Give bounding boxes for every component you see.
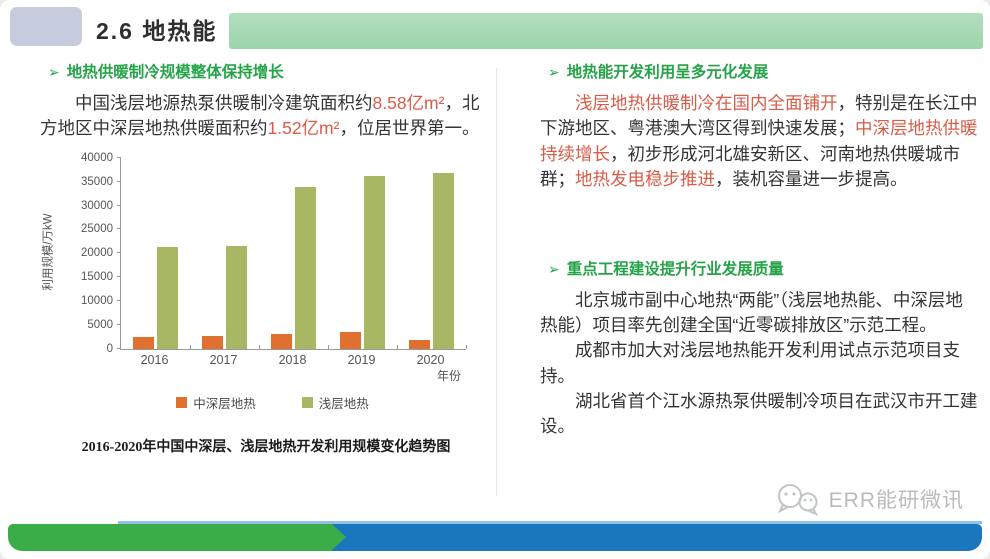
y-tick-label: 40000 (81, 151, 113, 164)
right-heading-1-text: 地热能开发利用呈多元化发展 (566, 64, 769, 81)
legend-item-中深层地热: 中深层地热 (176, 393, 256, 412)
left-section-heading: ➢ 地热供暖制冷规模整体保持增长 (40, 60, 492, 82)
y-tick-label: 25000 (81, 223, 113, 236)
plain-text: ，位居世界第一。 (339, 118, 480, 139)
right-paragraph-4: 湖北省首个江水源热泵供暖制冷项目在武汉市开工建设。 (540, 391, 978, 437)
chart-plot: 利用规模/万kW 0 5000 10000 15000 20000 25000 30000 3… (43, 152, 467, 355)
footer-green-bar (8, 524, 332, 551)
arrow-bullet-icon: ➢ (48, 64, 60, 80)
bar-浅层地热-2016 (157, 246, 178, 349)
right-section-heading-2: ➢ 重点工程建设提升行业发展质量 (540, 257, 978, 279)
emphasized-text: 1.52亿m² (267, 118, 340, 139)
legend-item-浅层地热: 浅层地热 (301, 393, 369, 412)
bar-中深层地热-2019 (340, 331, 361, 349)
bar-浅层地热-2020 (433, 173, 454, 349)
plain-text: 中国浅层地源热泵供暖制冷建筑面积约 (75, 93, 373, 113)
brand-logo: ERR能研微讯 (775, 482, 964, 516)
y-tick-mark (117, 228, 121, 230)
legend-swatch (176, 396, 188, 408)
bar-浅层地热-2018 (295, 187, 316, 349)
bar-中深层地热-2017 (202, 335, 223, 349)
y-tick-mark (117, 156, 121, 158)
plain-text: ，北方地区中深层地热供暖面积约 (40, 93, 480, 139)
chart-legend: 中深层地热 浅层地热 (100, 393, 445, 412)
chart-x-labels: 2016 2017 2018 2019 2020 (120, 353, 465, 367)
chart-bar-groups (121, 158, 466, 349)
chart-caption: 2016-2020年中国中深层、浅层地热开发利用规模变化趋势图 (81, 439, 451, 455)
x-tick-mark (397, 344, 398, 349)
x-tick-label: 2019 (347, 352, 376, 367)
plain-text: ，特别是在长江中下游地区、粤港澳大湾区得到快速发展； (540, 93, 978, 139)
y-tick-label: 30000 (81, 199, 113, 212)
right-section-heading-1: ➢ 地热能开发利用呈多元化发展 (540, 60, 978, 82)
y-tick-label: 0 (106, 342, 113, 355)
x-tick-label: 2018 (278, 352, 307, 367)
legend-label: 浅层地热 (318, 396, 369, 411)
header-green-bar (229, 13, 983, 49)
right-paragraph-3: 成都市加大对浅层地热能开发利用试点示范项目支持。 (540, 340, 960, 386)
arrow-bullet-icon: ➢ (548, 260, 560, 277)
x-tick-label: 2020 (416, 352, 445, 367)
bar-中深层地热-2018 (271, 334, 292, 349)
x-tick-mark (328, 344, 329, 349)
right-paragraph-2: 北京城市副中心地热“两能”（浅层地热能、中深层地热能）项目率先创建全国“近零碳排… (540, 289, 963, 335)
plain-text: ，装机容量进一步提高。 (715, 169, 908, 190)
y-tick-mark (117, 300, 121, 301)
y-tick-mark (117, 347, 121, 349)
right-column: ➢ 地热能开发利用呈多元化发展 浅层地热供暖制冷在国内全面铺开，特别是在长江中下游… (540, 60, 978, 440)
y-tick-label: 20000 (81, 247, 113, 260)
y-tick-mark (117, 323, 121, 325)
right-heading-2-text: 重点工程建设提升行业发展质量 (566, 260, 784, 278)
emphasized-text: 8.58亿m² (372, 93, 445, 113)
bar-group-2017 (202, 158, 247, 349)
right-paragraph-1: 浅层地热供暖制冷在国内全面铺开，特别是在长江中下游地区、粤港澳大湾区得到快速发展… (540, 91, 978, 193)
left-paragraph: 中国浅层地源热泵供暖制冷建筑面积约8.58亿m²，北方地区中深层地热供暖面积约1… (40, 91, 492, 142)
geothermal-bar-chart: 利用规模/万kW 0 5000 10000 15000 20000 25000 30000 3… (40, 152, 480, 412)
footer-blue-bar (332, 524, 982, 551)
arrow-bullet-icon: ➢ (548, 64, 560, 80)
chart-x-axis-label: 年份 (436, 368, 461, 383)
x-tick-label: 2017 (209, 352, 238, 367)
bar-group-2019 (340, 158, 385, 349)
bar-group-2020 (409, 158, 454, 349)
y-tick-mark (117, 276, 121, 278)
bar-浅层地热-2019 (364, 175, 385, 349)
left-heading-text: 地热供暖制冷规模整体保持增长 (66, 64, 284, 81)
left-column: ➢ 地热供暖制冷规模整体保持增长 中国浅层地源热泵供暖制冷建筑面积约8.58亿m²… (40, 60, 492, 456)
brand-logo-text: ERR能研微讯 (828, 489, 964, 512)
bar-group-2016 (133, 158, 178, 349)
bar-中深层地热-2020 (409, 339, 430, 349)
y-tick-mark (117, 252, 121, 254)
y-tick-label: 5000 (87, 318, 113, 331)
chart-y-axis-label: 利用规模/万kW (42, 213, 55, 291)
plain-text: ，初步形成河北雄安新区、河南地热供暖城市群； (540, 143, 960, 190)
page-title: 2.6 地热能 (96, 18, 218, 44)
legend-label: 中深层地热 (193, 396, 256, 411)
wechat-icon (777, 484, 819, 516)
bar-group-2018 (271, 158, 316, 349)
emphasized-text: 浅层地热供暖制冷在国内全面铺开 (575, 93, 838, 113)
bar-浅层地热-2017 (226, 245, 247, 349)
y-tick-label: 10000 (81, 295, 113, 307)
emphasized-text: 中深层地热供暖持续增长 (540, 118, 978, 164)
legend-swatch (301, 396, 313, 408)
emphasized-text: 地热发电稳步推进 (575, 169, 715, 190)
y-tick-mark (117, 180, 121, 182)
x-tick-mark (190, 344, 191, 349)
footer-green-arrow (332, 524, 346, 550)
y-tick-label: 15000 (81, 271, 113, 284)
footer-thin-blue-line (118, 521, 982, 524)
x-tick-label: 2016 (140, 352, 169, 367)
x-tick-mark (466, 344, 467, 349)
y-tick-label: 35000 (81, 175, 113, 188)
column-divider (496, 68, 497, 496)
y-tick-mark (117, 204, 121, 206)
x-tick-mark (259, 344, 260, 349)
header-accent-box (10, 7, 82, 46)
bar-中深层地热-2016 (133, 336, 154, 349)
